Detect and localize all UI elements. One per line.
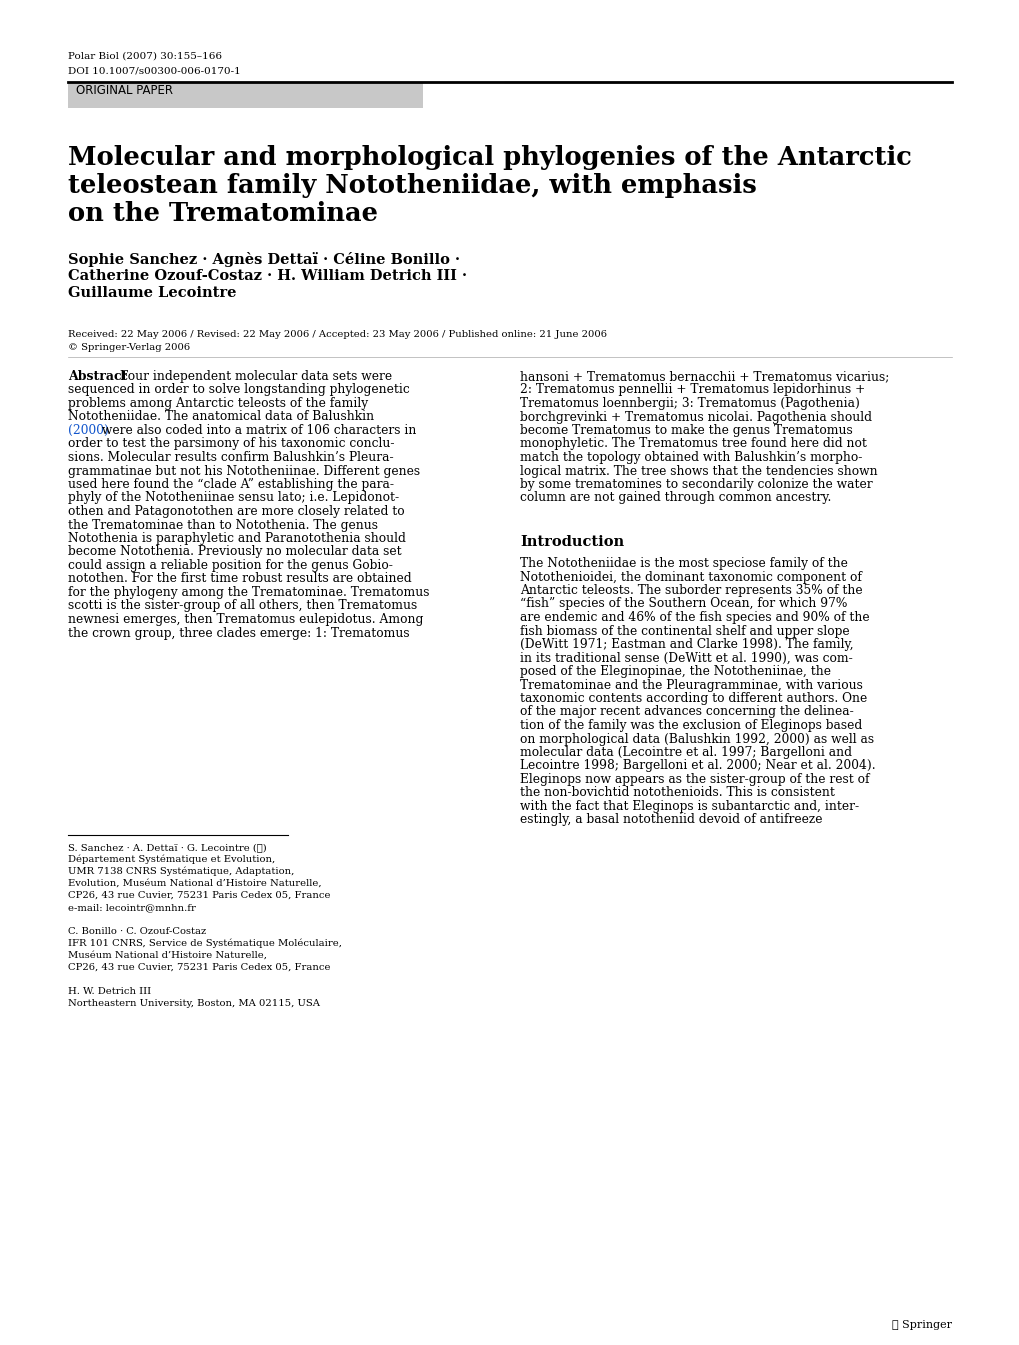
Text: The Nototheniidae is the most speciose family of the: The Nototheniidae is the most speciose f… — [520, 557, 847, 570]
Text: Sophie Sanchez · Agnès Dettaï · Céline Bonillo ·: Sophie Sanchez · Agnès Dettaï · Céline B… — [68, 252, 460, 268]
Text: © Springer-Verlag 2006: © Springer-Verlag 2006 — [68, 343, 190, 352]
Text: become Notothenia. Previously no molecular data set: become Notothenia. Previously no molecul… — [68, 546, 401, 558]
Text: Abstract: Abstract — [68, 370, 136, 383]
Text: logical matrix. The tree shows that the tendencies shown: logical matrix. The tree shows that the … — [520, 464, 876, 477]
Text: Introduction: Introduction — [520, 535, 624, 549]
Text: CP26, 43 rue Cuvier, 75231 Paris Cedex 05, France: CP26, 43 rue Cuvier, 75231 Paris Cedex 0… — [68, 963, 330, 972]
Text: Muséum National d’Histoire Naturelle,: Muséum National d’Histoire Naturelle, — [68, 951, 267, 960]
Text: othen and Patagonotothen are more closely related to: othen and Patagonotothen are more closel… — [68, 504, 405, 518]
Text: with the fact that Eleginops is subantarctic and, inter-: with the fact that Eleginops is subantar… — [520, 800, 858, 812]
Text: e-mail: lecointr@mnhn.fr: e-mail: lecointr@mnhn.fr — [68, 902, 196, 912]
Text: borchgrevinki + Trematomus nicolai. Pagothenia should: borchgrevinki + Trematomus nicolai. Pago… — [520, 410, 871, 424]
Text: for the phylogeny among the Trematominae. Trematomus: for the phylogeny among the Trematominae… — [68, 586, 429, 599]
Text: sions. Molecular results confirm Balushkin’s Pleura-: sions. Molecular results confirm Balushk… — [68, 451, 393, 464]
Text: Polar Biol (2007) 30:155–166: Polar Biol (2007) 30:155–166 — [68, 52, 222, 61]
Text: “fish” species of the Southern Ocean, for which 97%: “fish” species of the Southern Ocean, fo… — [520, 597, 847, 611]
Text: on morphological data (Balushkin 1992, 2000) as well as: on morphological data (Balushkin 1992, 2… — [520, 733, 873, 745]
Text: molecular data (Lecointre et al. 1997; Bargelloni and: molecular data (Lecointre et al. 1997; B… — [520, 746, 851, 759]
Text: IFR 101 CNRS, Service de Systématique Moléculaire,: IFR 101 CNRS, Service de Systématique Mo… — [68, 939, 341, 948]
Text: scotti is the sister-group of all others, then Trematomus: scotti is the sister-group of all others… — [68, 600, 417, 612]
Text: taxonomic contents according to different authors. One: taxonomic contents according to differen… — [520, 691, 866, 705]
Text: the non-bovichtid notothenioids. This is consistent: the non-bovichtid notothenioids. This is… — [520, 787, 835, 799]
Text: the crown group, three clades emerge: 1: Trematomus: the crown group, three clades emerge: 1:… — [68, 627, 410, 639]
Text: match the topology obtained with Balushkin’s morpho-: match the topology obtained with Balushk… — [520, 451, 861, 464]
Text: 2: Trematomus pennellii + Trematomus lepidorhinus +: 2: Trematomus pennellii + Trematomus lep… — [520, 383, 864, 397]
Text: Molecular and morphological phylogenies of the Antarctic: Molecular and morphological phylogenies … — [68, 145, 911, 169]
Text: Catherine Ozouf-Costaz · H. William Detrich III ·: Catherine Ozouf-Costaz · H. William Detr… — [68, 269, 467, 282]
Text: phyly of the Nototheniinae sensu lato; i.e. Lepidonot-: phyly of the Nototheniinae sensu lato; i… — [68, 491, 398, 504]
Text: Northeastern University, Boston, MA 02115, USA: Northeastern University, Boston, MA 0211… — [68, 999, 320, 1007]
Text: the Trematominae than to Notothenia. The genus: the Trematominae than to Notothenia. The… — [68, 519, 378, 531]
Text: could assign a reliable position for the genus Gobio-: could assign a reliable position for the… — [68, 560, 392, 572]
Text: notothen. For the first time robust results are obtained: notothen. For the first time robust resu… — [68, 573, 412, 585]
Text: used here found the “clade A” establishing the para-: used here found the “clade A” establishi… — [68, 477, 393, 491]
Text: on the Trematominae: on the Trematominae — [68, 200, 378, 226]
Text: Evolution, Muséum National d’Histoire Naturelle,: Evolution, Muséum National d’Histoire Na… — [68, 880, 321, 888]
Text: hansoni + Trematomus bernacchii + Trematomus vicarius;: hansoni + Trematomus bernacchii + Tremat… — [520, 370, 889, 383]
Text: become Trematomus to make the genus Trematomus: become Trematomus to make the genus Trem… — [520, 424, 852, 437]
Text: Lecointre 1998; Bargelloni et al. 2000; Near et al. 2004).: Lecointre 1998; Bargelloni et al. 2000; … — [520, 760, 874, 772]
Text: sequenced in order to solve longstanding phylogenetic: sequenced in order to solve longstanding… — [68, 383, 410, 397]
Text: Trematomus loennbergii; 3: Trematomus (Pagothenia): Trematomus loennbergii; 3: Trematomus (P… — [520, 397, 859, 410]
Text: problems among Antarctic teleosts of the family: problems among Antarctic teleosts of the… — [68, 397, 368, 410]
Text: C. Bonillo · C. Ozouf-Costaz: C. Bonillo · C. Ozouf-Costaz — [68, 927, 206, 936]
Text: Notothenioidei, the dominant taxonomic component of: Notothenioidei, the dominant taxonomic c… — [520, 570, 861, 584]
Text: DOI 10.1007/s00300-006-0170-1: DOI 10.1007/s00300-006-0170-1 — [68, 66, 240, 75]
Text: tion of the family was the exclusion of Eleginops based: tion of the family was the exclusion of … — [520, 720, 861, 732]
Text: H. W. Detrich III: H. W. Detrich III — [68, 987, 151, 997]
Text: fish biomass of the continental shelf and upper slope: fish biomass of the continental shelf an… — [520, 624, 849, 638]
Text: UMR 7138 CNRS Systématique, Adaptation,: UMR 7138 CNRS Systématique, Adaptation, — [68, 868, 294, 877]
Text: estingly, a basal nototheniid devoid of antifreeze: estingly, a basal nototheniid devoid of … — [520, 814, 821, 826]
Text: teleostean family Nototheniidae, with emphasis: teleostean family Nototheniidae, with em… — [68, 174, 756, 198]
Text: column are not gained through common ancestry.: column are not gained through common anc… — [520, 491, 830, 504]
Text: S. Sanchez · A. Dettaï · G. Lecointre (✉): S. Sanchez · A. Dettaï · G. Lecointre (✉… — [68, 843, 267, 851]
Text: of the major recent advances concerning the delinea-: of the major recent advances concerning … — [520, 706, 853, 718]
Text: order to test the parsimony of his taxonomic conclu-: order to test the parsimony of his taxon… — [68, 437, 394, 451]
Text: posed of the Eleginopinae, the Nototheniinae, the: posed of the Eleginopinae, the Nototheni… — [520, 664, 830, 678]
Text: Département Systématique et Evolution,: Département Systématique et Evolution, — [68, 855, 275, 865]
Text: Received: 22 May 2006 / Revised: 22 May 2006 / Accepted: 23 May 2006 / Published: Received: 22 May 2006 / Revised: 22 May … — [68, 330, 606, 339]
Text: ORIGINAL PAPER: ORIGINAL PAPER — [76, 83, 173, 97]
Text: CP26, 43 rue Cuvier, 75231 Paris Cedex 05, France: CP26, 43 rue Cuvier, 75231 Paris Cedex 0… — [68, 890, 330, 900]
Text: Notothenia is paraphyletic and Paranotothenia should: Notothenia is paraphyletic and Paranotot… — [68, 533, 406, 545]
Text: Trematominae and the Pleuragramminae, with various: Trematominae and the Pleuragramminae, wi… — [520, 678, 862, 691]
Text: newnesi emerges, then Trematomus eulepidotus. Among: newnesi emerges, then Trematomus eulepid… — [68, 613, 423, 625]
Text: Four independent molecular data sets were: Four independent molecular data sets wer… — [120, 370, 391, 383]
Text: (2000): (2000) — [68, 424, 109, 437]
Text: ④ Springer: ④ Springer — [892, 1319, 951, 1330]
Text: by some trematomines to secondarily colonize the water: by some trematomines to secondarily colo… — [520, 477, 872, 491]
Text: Eleginops now appears as the sister-group of the rest of: Eleginops now appears as the sister-grou… — [520, 773, 868, 785]
Text: (DeWitt 1971; Eastman and Clarke 1998). The family,: (DeWitt 1971; Eastman and Clarke 1998). … — [520, 638, 853, 651]
Text: grammatinae but not his Nototheniinae. Different genes: grammatinae but not his Nototheniinae. D… — [68, 464, 420, 477]
Text: in its traditional sense (DeWitt et al. 1990), was com-: in its traditional sense (DeWitt et al. … — [520, 651, 852, 664]
Text: Guillaume Lecointre: Guillaume Lecointre — [68, 286, 236, 300]
Text: were also coded into a matrix of 106 characters in: were also coded into a matrix of 106 cha… — [98, 424, 416, 437]
Text: are endemic and 46% of the fish species and 90% of the: are endemic and 46% of the fish species … — [520, 611, 869, 624]
Text: Antarctic teleosts. The suborder represents 35% of the: Antarctic teleosts. The suborder represe… — [520, 584, 862, 597]
Text: Nototheniidae. The anatomical data of Balushkin: Nototheniidae. The anatomical data of Ba… — [68, 410, 374, 424]
Text: monophyletic. The Trematomus tree found here did not: monophyletic. The Trematomus tree found … — [520, 437, 866, 451]
Bar — [68, 82, 423, 108]
